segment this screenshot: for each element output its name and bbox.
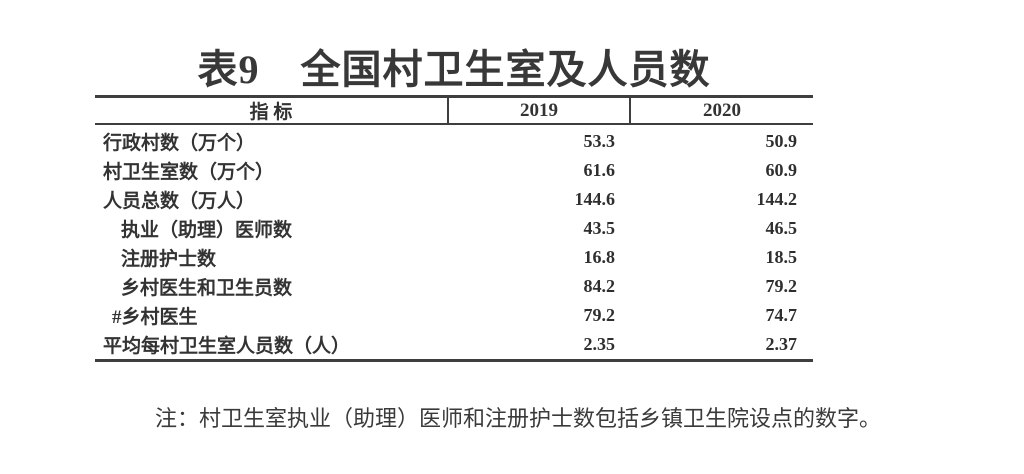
row-label: 注册护士数: [121, 249, 217, 270]
value-2019: 43.5: [583, 218, 616, 238]
value-2019: 2.35: [583, 334, 616, 354]
row-label: 行政村数（万个）: [103, 133, 256, 154]
value-2019: 53.3: [583, 131, 616, 151]
row-label: 村卫生室数（万个）: [103, 162, 275, 183]
table-row: 执业（助理）医师数 43.5 46.5: [95, 214, 813, 243]
value-2020: 46.5: [765, 218, 798, 238]
value-2020: 144.2: [756, 189, 798, 209]
table-row: 村卫生室数（万个） 61.6 60.9: [95, 156, 813, 185]
value-2019: 16.8: [583, 247, 616, 267]
value-2020: 79.2: [765, 276, 798, 296]
table-row: 人员总数（万人） 144.6 144.2: [95, 185, 813, 214]
header-indicator: 指 标: [95, 98, 449, 123]
table-row: 平均每村卫生室人员数（人） 2.35 2.37: [95, 330, 813, 359]
value-2020: 2.37: [765, 334, 798, 354]
value-2019: 61.6: [583, 160, 616, 180]
table-body: 行政村数（万个） 53.3 50.9 村卫生室数（万个） 61.6 60.9 人…: [95, 125, 813, 362]
row-label: 执业（助理）医师数: [121, 220, 293, 241]
value-2019: 79.2: [583, 305, 616, 325]
value-2020: 74.7: [765, 305, 798, 325]
row-label: 乡村医生和卫生员数: [121, 278, 293, 299]
value-2020: 60.9: [765, 160, 798, 180]
table-row: 乡村医生和卫生员数 84.2 79.2: [95, 272, 813, 301]
value-2019: 84.2: [583, 276, 616, 296]
table-header-row: 指 标 2019 2020: [95, 95, 813, 125]
table-row: 行政村数（万个） 53.3 50.9: [95, 127, 813, 156]
value-2019: 144.6: [574, 189, 616, 209]
note-text: 注：村卫生室执业（助理）医师和注册护士数包括乡镇卫生院设点的数字。: [155, 406, 882, 431]
value-2020: 18.5: [765, 247, 798, 267]
statistics-table: 指 标 2019 2020 行政村数（万个） 53.3 50.9 村卫生室数（万…: [95, 95, 813, 362]
table-row: #乡村医生 79.2 74.7: [95, 301, 813, 330]
header-2020: 2020: [703, 99, 741, 121]
table-title: 表9 全国村卫生室及人员数: [197, 47, 711, 92]
row-label: 平均每村卫生室人员数（人）: [103, 336, 351, 357]
value-2020: 50.9: [765, 131, 798, 151]
header-2019: 2019: [449, 98, 631, 123]
row-label: #乡村医生: [112, 307, 198, 328]
row-label: 人员总数（万人）: [103, 191, 256, 212]
table-row: 注册护士数 16.8 18.5: [95, 243, 813, 272]
